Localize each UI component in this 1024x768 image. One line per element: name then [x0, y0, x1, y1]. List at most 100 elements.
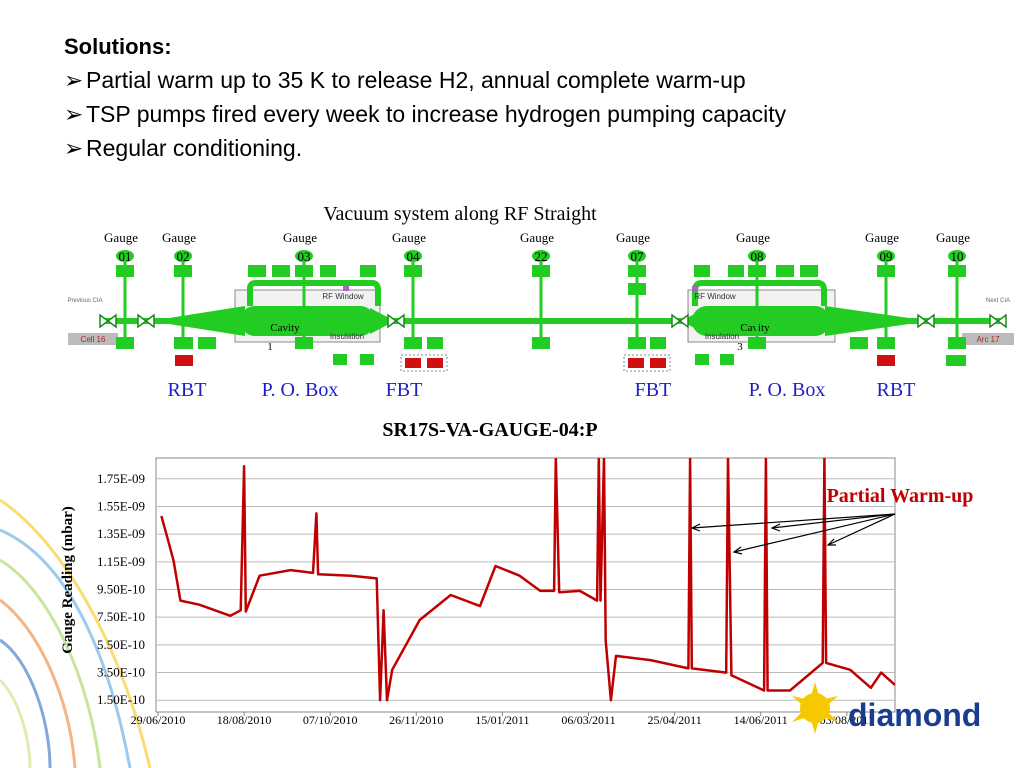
label: Insulation	[705, 332, 739, 341]
x-tick-label: 03/08/2011	[820, 713, 874, 727]
x-tick-label: 29/06/2010	[131, 713, 186, 727]
heading: Solutions:	[64, 34, 172, 59]
gauge-pump	[628, 337, 646, 349]
gauge-label: Gauge	[865, 230, 899, 245]
y-tick-label: 1.75E-09	[97, 471, 145, 486]
y-tick-label: 7.50E-10	[97, 609, 145, 624]
x-tick-label: 25/04/2011	[647, 713, 701, 727]
gauge-number: 09	[880, 249, 893, 264]
waveguide	[247, 280, 381, 306]
gauge-number: 01	[119, 249, 132, 264]
beam-pipe	[105, 318, 1000, 324]
gauge	[404, 250, 422, 262]
gauge-head	[295, 265, 313, 277]
window	[692, 286, 698, 291]
x-tick-label: 26/11/2010	[389, 713, 443, 727]
gauge-pump	[748, 337, 766, 349]
x-tick-label: 07/10/2010	[303, 713, 358, 727]
component-label: RBT	[168, 379, 207, 401]
gauge-number: 02	[177, 249, 190, 264]
gauge-number: 22	[535, 249, 548, 264]
gauge-head	[877, 265, 895, 277]
annotation-arrows	[690, 513, 896, 555]
gauge-number: 03	[298, 249, 311, 264]
y-tick-label: 1.35E-09	[97, 526, 145, 541]
label: RF Window	[322, 292, 364, 301]
y-tick-label: 1.15E-09	[97, 554, 145, 569]
gauge-pump	[174, 337, 192, 349]
pump-group	[400, 354, 671, 372]
annotation: Partial Warm-up	[827, 485, 974, 507]
component-label: P. O. Box	[749, 379, 826, 401]
gauge-label: Gauge	[520, 230, 554, 245]
gauge-pump	[877, 337, 895, 349]
vacuum-diagram: RF Window Insulation Cavity 1 RF Window …	[67, 230, 1014, 372]
component-label: P. O. Box	[262, 379, 339, 401]
y-tick-label: 9.50E-10	[97, 581, 145, 596]
arc-box	[962, 333, 1014, 345]
bullet: Partial warm up to 35 K to release H2, a…	[86, 67, 746, 93]
gauge	[628, 250, 646, 262]
gauge-label: Gauge	[936, 230, 970, 245]
gauge	[532, 250, 550, 262]
component-label: RBT	[877, 379, 916, 401]
pumps	[175, 355, 895, 368]
gauge	[948, 250, 966, 262]
gauge-pump	[948, 337, 966, 349]
decoration	[0, 498, 152, 768]
label: Cavity	[740, 322, 770, 334]
taper	[825, 306, 930, 336]
label: Insulation	[330, 332, 364, 341]
window	[343, 286, 349, 291]
gauge-pump	[404, 337, 422, 349]
gauge-head	[948, 265, 966, 277]
valves	[99, 313, 1007, 329]
gauge	[877, 250, 895, 262]
component-labels: RBT P. O. Box FBT FBT P. O. Box RBT	[168, 379, 916, 401]
y-tick-label: 1.50E-10	[97, 692, 145, 707]
y-axis-label: Gauge Reading (mbar)	[60, 506, 76, 654]
gauge-pump	[295, 337, 313, 349]
cell-box	[68, 333, 118, 345]
gauge-head	[748, 265, 766, 277]
gauge-number: 08	[751, 249, 764, 264]
y-tick-label: 1.55E-09	[97, 498, 145, 513]
label: Cavity	[270, 322, 300, 334]
label: Arc 17	[976, 335, 1000, 344]
gauge-number: 07	[631, 249, 645, 264]
chart-title: SR17S-VA-GAUGE-04:P	[382, 419, 597, 441]
component-label: FBT	[386, 379, 423, 401]
gauge-label: Gauge	[616, 230, 650, 245]
gauge-pump	[532, 337, 550, 349]
gauge-head	[404, 265, 422, 277]
gauge-label: Gauge	[162, 230, 196, 245]
gauge-head	[532, 265, 550, 277]
diagram-title: Vacuum system along RF Straight	[323, 203, 597, 225]
gauge-number: 10	[951, 249, 964, 264]
label: Cell 16	[81, 335, 106, 344]
gauge-label: Gauge	[283, 230, 317, 245]
gauge-label: Gauge	[104, 230, 138, 245]
bullet-marker: ➢	[64, 67, 83, 93]
bullet-list: ➢ Partial warm up to 35 K to release H2,…	[64, 67, 787, 161]
label: Previous CIA	[67, 298, 102, 304]
data-line	[160, 458, 895, 702]
axes: 1.50E-10 3.50E-10 5.50E-10 7.50E-10 9.50E-10…	[97, 471, 895, 727]
x-tick-label: 06/03/2011	[561, 713, 615, 727]
y-tick-label: 3.50E-10	[97, 665, 145, 680]
x-tick-label: 14/06/2011	[734, 713, 788, 727]
x-tick-label: 18/08/2010	[217, 713, 272, 727]
gauge-number: 04	[407, 249, 421, 264]
gauge	[748, 250, 766, 262]
label: 3	[737, 341, 743, 353]
bullet-marker: ➢	[64, 135, 83, 161]
gauge-head	[628, 265, 646, 277]
gauge-label: Gauge	[736, 230, 770, 245]
label: RF Window	[694, 292, 736, 301]
label: Next CIA	[986, 298, 1010, 304]
plot-area	[155, 457, 896, 713]
logo: diamond	[792, 682, 981, 734]
gauge-pump	[116, 337, 134, 349]
gauge	[295, 250, 313, 262]
